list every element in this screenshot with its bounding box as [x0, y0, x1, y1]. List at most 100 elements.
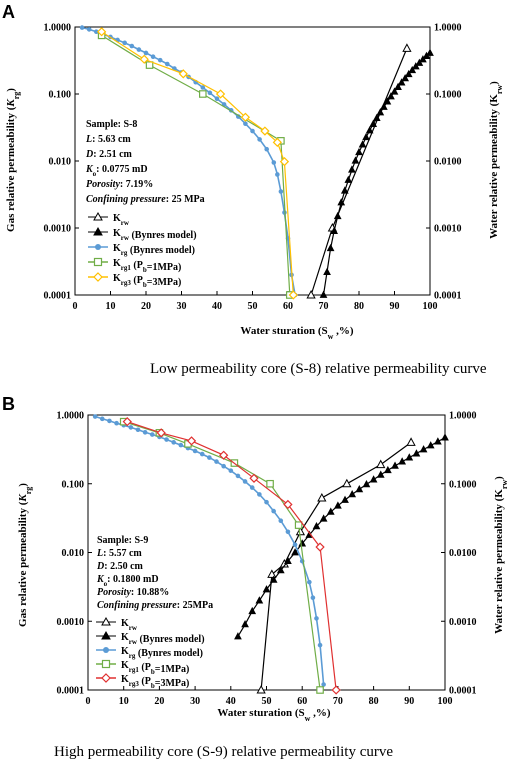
data-point [200, 85, 206, 90]
data-point [165, 61, 170, 67]
legend-label-krg-model: Krg (Bynres model) [121, 646, 203, 660]
legend-label-sub2: b [151, 668, 155, 676]
legend-item-krw-model: Krw (Bynres model) [88, 226, 197, 242]
y-left-tick-label: 0.010 [62, 548, 85, 559]
y-axis-left-title-symbol: K [17, 494, 29, 503]
y-axis-right-title-sub: rw [500, 480, 509, 490]
legend-marker-open-triangle [93, 211, 103, 221]
info-sample-value: S-8 [124, 119, 138, 130]
sample-info: Sample: S-9 L: 5.57 cm D: 2.50 cm Ko: 0.… [96, 535, 213, 611]
data-point [365, 126, 374, 134]
series-line [260, 441, 412, 691]
legend-label-sub: rw [129, 624, 138, 632]
legend-label-open: (P [139, 676, 151, 687]
data-point [96, 27, 107, 37]
plot-area: 0 10 20 30 40 50 60 70 80 90 1000.0001 0.00010.0010… [44, 23, 462, 313]
data-point [264, 499, 269, 505]
x-axis-title-sub: w [328, 332, 334, 341]
legend-marker-open-triangle [101, 616, 111, 626]
info-porosity-value: 7.19% [126, 179, 154, 190]
legend-label-sub2: b [143, 281, 147, 289]
series-k-rg3-p-b-3mpa [96, 27, 298, 300]
legend-label-value: =1MPa) [155, 664, 190, 675]
data-point [136, 47, 142, 52]
y-axis-left-title-symbol: K [5, 99, 17, 108]
x-axis-title-unit: ,%) [310, 707, 331, 719]
caption: Low permeability core (S-8) relative per… [150, 361, 487, 377]
data-point [249, 485, 255, 490]
info-length-value: 5.63 cm [98, 134, 131, 145]
x-axis-title: Water sturation (Sw ,%) [240, 325, 353, 341]
legend-marker-open-diamond [93, 272, 103, 282]
info-pressure: Confining pressure: 25MPa [97, 600, 213, 611]
info-permeability-sub: o [93, 170, 97, 178]
data-point [341, 495, 349, 503]
info-permeability-sep: : [96, 164, 102, 175]
y-axis-left-title: Gas relative permeability (Krg) [17, 483, 33, 627]
x-tick-label: 20 [141, 301, 151, 312]
data-point [288, 290, 298, 300]
data-point [307, 579, 312, 585]
info-sample: Sample: S-9 [97, 535, 148, 546]
y-right-tick-label: 0.0010 [434, 224, 462, 235]
info-permeability-key: K [85, 164, 94, 175]
data-point [319, 514, 328, 522]
panel-letter: A [2, 2, 15, 22]
data-point [149, 432, 155, 437]
data-point [310, 595, 316, 601]
data-point [272, 137, 282, 147]
data-point [241, 620, 249, 628]
data-point [145, 61, 154, 69]
data-point [426, 48, 434, 56]
y-axis-right-title-sub: rw [495, 85, 504, 95]
data-point [143, 50, 149, 56]
legend-label-sub2: b [151, 682, 155, 690]
info-permeability: Ko: 0.1800 mD [96, 574, 159, 588]
legend-label-krg-model: Krg (Bynres model) [113, 243, 195, 257]
info-porosity-sep: : [131, 587, 137, 598]
series-k-rw-bynres-model [319, 48, 434, 298]
data-point [150, 54, 156, 60]
data-point [178, 442, 184, 448]
data-point [355, 484, 364, 493]
series-k-rw-bynres-model [234, 433, 449, 640]
x-tick-label: 30 [177, 301, 187, 312]
data-point [340, 186, 349, 194]
series-line [81, 26, 296, 296]
info-permeability-value: 0.1800 mD [113, 574, 159, 585]
data-point [94, 29, 99, 35]
y-right-tick-label: 0.0010 [449, 617, 477, 628]
info-diameter-sep: : [93, 149, 99, 160]
data-point [384, 465, 392, 474]
data-point [294, 521, 303, 529]
x-tick-label: 70 [333, 696, 343, 707]
data-point [376, 459, 386, 469]
legend-label-value: =3MPa) [155, 678, 190, 689]
legend-label-krw: Krw [113, 213, 130, 227]
x-tick-label: 80 [369, 696, 379, 707]
info-pressure-sep: : [177, 600, 183, 611]
data-point [257, 492, 262, 497]
x-tick-label: 40 [226, 696, 236, 707]
data-point [394, 82, 402, 90]
info-sample-key: Sample: [97, 535, 135, 546]
x-tick-label: 40 [212, 301, 222, 312]
data-point [129, 43, 135, 49]
data-point [405, 453, 414, 461]
info-length: L: 5.63 cm [85, 134, 131, 145]
y-right-tick-label: 0.0001 [449, 686, 477, 697]
legend-label-sub: rw [121, 234, 130, 242]
y-left-tick-label: 0.0010 [57, 617, 85, 628]
data-point [135, 427, 141, 433]
legend-label-value: =1MPa) [147, 262, 182, 273]
data-point [142, 430, 148, 435]
data-point [362, 132, 370, 141]
x-axis-title-text: Water sturation (S [217, 707, 304, 719]
data-point [348, 165, 356, 173]
y-right-tick-label: 0.0100 [449, 548, 477, 559]
legend-label-suffix: (Bynres model) [137, 634, 205, 645]
panel-a: A 0 10 20 30 40 50 60 70 80 90 1000.0001 0.00010.00… [2, 2, 504, 377]
legend-item-krg3: Krg3 (Pb=3MPa) [96, 673, 190, 690]
data-point [199, 90, 207, 98]
